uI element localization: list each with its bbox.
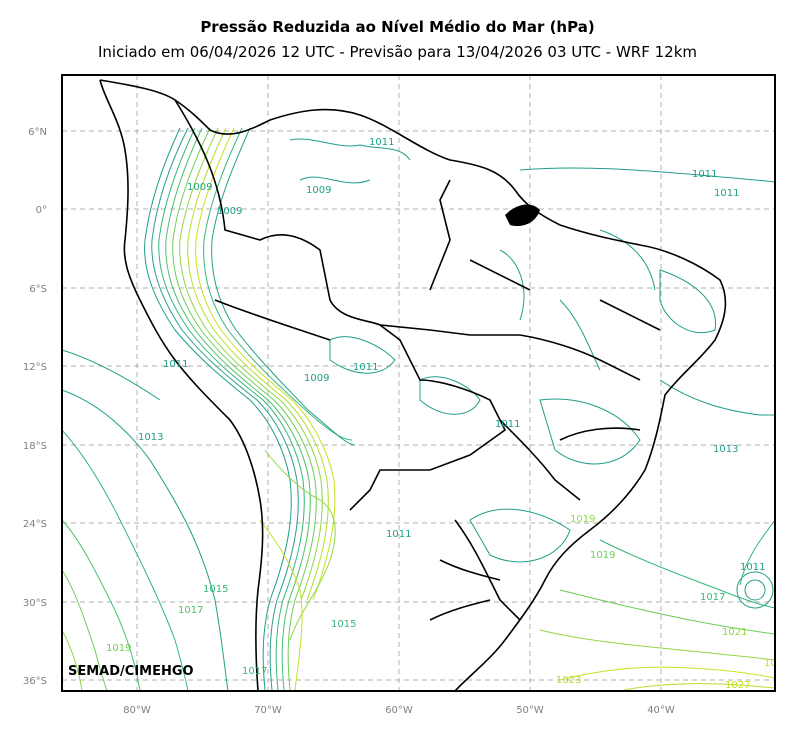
andes-contours: [144, 127, 356, 691]
coastlines-borders: [99, 79, 727, 691]
ocean-contours: [62, 349, 229, 691]
contour-label: 1011: [714, 188, 739, 199]
map-gridlines: [62, 75, 775, 691]
lon-tick-label: 80°W: [123, 705, 151, 716]
contour-label: 10: [764, 658, 777, 669]
contour-label: 1009: [217, 206, 242, 217]
contour-label: 1011: [386, 529, 411, 540]
contour-label: 1017: [242, 666, 267, 677]
contour-labels: 1011 1011 1009 1009 1009 1011 1009 1011 …: [106, 137, 777, 691]
lat-tick-label: 12°S: [23, 362, 47, 373]
lon-tick-label: 70°W: [254, 705, 282, 716]
latitude-ticks: 6°N 0° 6°S 12°S 18°S 24°S 30°S 36°S: [23, 127, 47, 687]
lat-tick-label: 18°S: [23, 441, 47, 452]
credit-label: SEMAD/CIMEHGO: [68, 664, 194, 679]
contour-label: 1013: [713, 444, 738, 455]
contour-label: 1009: [304, 373, 329, 384]
contour-label: 1011: [163, 359, 188, 370]
contour-label: 1017: [178, 605, 203, 616]
contour-label: 1027: [725, 680, 750, 691]
contour-label: 1019: [106, 643, 131, 654]
contour-label: 1011: [740, 562, 765, 573]
contour-label: 1009: [187, 182, 212, 193]
lon-tick-label: 50°W: [516, 705, 544, 716]
lat-tick-label: 0°: [36, 205, 47, 216]
contour-label: 1023: [556, 675, 581, 686]
lat-tick-label: 6°S: [29, 284, 47, 295]
contour-label: 1021: [722, 627, 747, 638]
map-frame: [61, 74, 776, 692]
lat-tick-label: 36°S: [23, 676, 47, 687]
contour-label: 1009: [306, 185, 331, 196]
contour-label: 1011: [369, 137, 394, 148]
inland-contours: [289, 138, 716, 563]
contour-label: 1019: [590, 550, 615, 561]
lat-tick-label: 30°S: [23, 598, 47, 609]
lon-tick-label: 40°W: [647, 705, 675, 716]
chart-subtitle: Iniciado em 06/04/2026 12 UTC - Previsão…: [97, 43, 698, 61]
contour-label: 1013: [138, 432, 163, 443]
lon-tick-label: 60°W: [385, 705, 413, 716]
amazon-mouth: [505, 204, 540, 227]
contour-label: 1017: [700, 592, 725, 603]
longitude-ticks: 80°W 70°W 60°W 50°W 40°W: [123, 705, 675, 716]
contour-label: 1011: [692, 169, 717, 180]
contour-label: 1011: [353, 362, 378, 373]
contour-label: 1019: [570, 514, 595, 525]
contour-label: 1015: [203, 584, 228, 595]
contour-label: 1011: [495, 419, 520, 430]
chart-title: Pressão Reduzida ao Nível Médio do Mar (…: [200, 18, 595, 36]
contour-label: 1015: [331, 619, 356, 630]
lat-tick-label: 6°N: [28, 127, 47, 138]
lat-tick-label: 24°S: [23, 519, 47, 530]
